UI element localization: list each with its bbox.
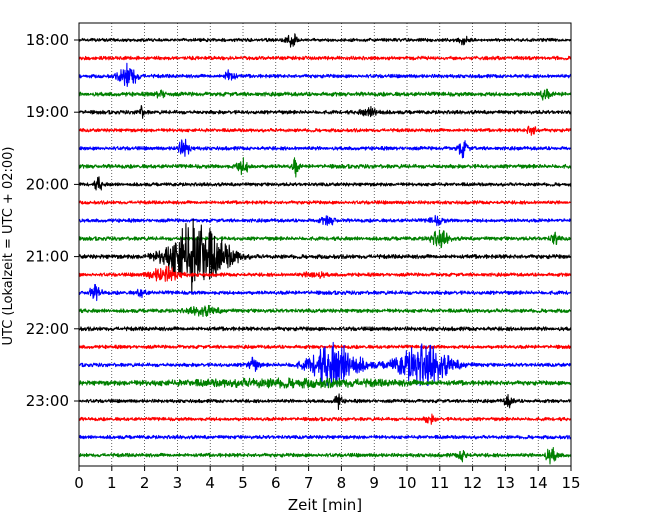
- y-axis-ticks: 18:00 19:00 20:00 21:00 22:00 23:00: [26, 31, 79, 410]
- x-tick-label: 3: [173, 474, 183, 492]
- y-tick-label: 22:00: [26, 320, 69, 338]
- y-tick-label: 19:00: [26, 103, 69, 121]
- x-tick-label: 15: [561, 474, 580, 492]
- trace-1815: [78, 55, 572, 61]
- x-tick-label: 10: [397, 474, 416, 492]
- trace-1800: [78, 33, 572, 48]
- x-tick-label: 8: [337, 474, 347, 492]
- trace-1945: [78, 157, 572, 178]
- trace-2245: [78, 377, 572, 389]
- x-tick-label: 11: [430, 474, 449, 492]
- trace-2000: [78, 176, 572, 191]
- y-tick-label: 18:00: [26, 31, 69, 49]
- x-axis-label: Zeit [min]: [288, 496, 362, 514]
- x-tick-label: 13: [496, 474, 515, 492]
- trace-2045: [78, 229, 572, 249]
- trace-1900: [78, 104, 572, 119]
- x-tick-label: 1: [107, 474, 117, 492]
- trace-2015: [78, 200, 572, 205]
- trace-2145: [78, 304, 572, 318]
- trace-2200: [78, 326, 572, 332]
- trace-2230: [78, 341, 572, 387]
- trace-2100: [78, 218, 572, 295]
- trace-2300: [78, 393, 572, 411]
- x-tick-label: 9: [369, 474, 379, 492]
- y-axis-label: UTC (Lokalzeit = UTC + 02:00): [1, 147, 16, 346]
- x-tick-label: 7: [304, 474, 314, 492]
- x-axis-ticks: 0 1 2 3 4 5 6 7 8 9 10 11 12 13 14 15: [74, 466, 581, 492]
- seismogram-traces: [78, 33, 572, 465]
- trace-1915: [78, 125, 572, 136]
- x-tick-label: 2: [140, 474, 150, 492]
- trace-1845: [78, 88, 572, 101]
- trace-2130: [78, 284, 572, 302]
- y-tick-label: 21:00: [26, 248, 69, 266]
- trace-1930: [78, 138, 572, 159]
- trace-2030: [78, 214, 572, 227]
- trace-1830: [78, 62, 572, 87]
- x-tick-label: 12: [463, 474, 482, 492]
- y-tick-label: 23:00: [26, 392, 69, 410]
- x-tick-label: 5: [238, 474, 248, 492]
- x-tick-label: 4: [205, 474, 215, 492]
- x-tick-label: 6: [271, 474, 281, 492]
- y-tick-label: 20:00: [26, 175, 69, 193]
- trace-2330: [78, 434, 572, 440]
- trace-2345: [78, 447, 572, 465]
- trace-2115: [78, 265, 572, 282]
- x-tick-label: 0: [74, 474, 84, 492]
- trace-2315: [78, 413, 572, 425]
- plot-frame: [78, 22, 572, 467]
- x-tick-label: 14: [529, 474, 548, 492]
